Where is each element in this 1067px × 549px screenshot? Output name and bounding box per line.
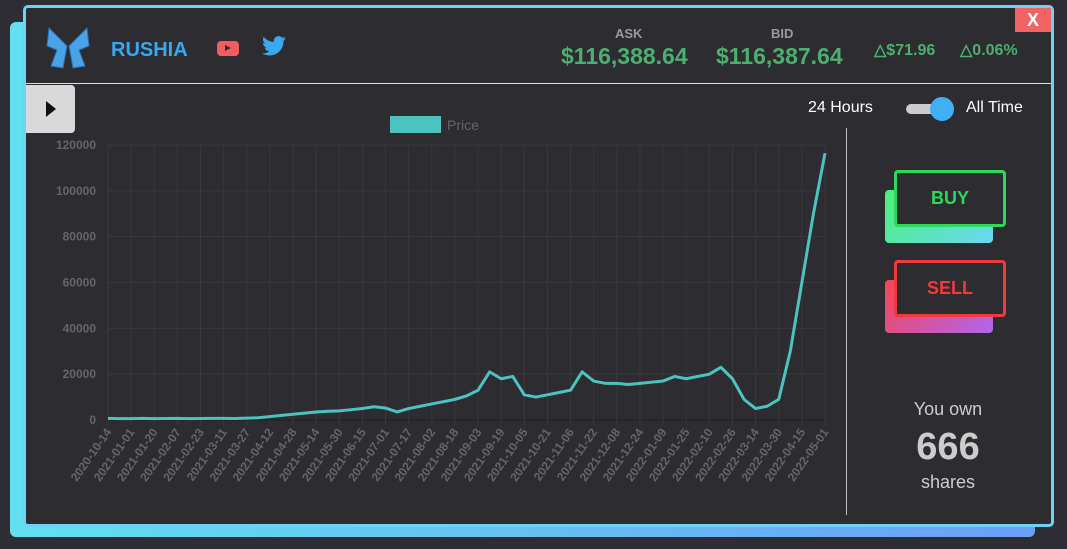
legend-label: Price (447, 117, 479, 133)
youtube-icon[interactable] (217, 41, 239, 56)
close-button[interactable]: X (1015, 8, 1051, 32)
legend-swatch[interactable] (390, 116, 441, 133)
price-chart: 0200004000060000800001000001200002020-10… (56, 138, 832, 484)
butterfly-logo-icon (46, 26, 90, 69)
y-tick-label: 60000 (63, 276, 97, 290)
timeframe-toggle[interactable] (906, 104, 946, 114)
ask-label: ASK (615, 26, 643, 41)
vertical-divider (846, 128, 847, 515)
price-line (107, 152, 827, 421)
shares-label: shares (920, 472, 976, 492)
expand-panel-button[interactable] (26, 85, 75, 133)
price-change: △$71.96 (874, 42, 936, 59)
y-tick-label: 120000 (56, 138, 96, 152)
twitter-icon[interactable] (262, 36, 286, 56)
bid-label: BID (771, 26, 794, 41)
y-tick-label: 20000 (63, 367, 97, 381)
y-tick-label: 80000 (63, 230, 97, 244)
bid-price: $116,387.64 (716, 43, 843, 69)
divider (26, 83, 1051, 84)
stock-window: X RUSHIA ASK $116,388.64 BID $116,387.64… (23, 5, 1054, 527)
toggle-knob[interactable] (930, 97, 954, 121)
ask-price: $116,388.64 (561, 43, 688, 69)
own-label: You own (913, 399, 983, 419)
y-tick-label: 100000 (56, 184, 96, 198)
y-tick-label: 40000 (63, 321, 97, 335)
y-tick-label: 0 (89, 413, 96, 427)
shares-count: 666 (916, 426, 980, 468)
percent-change: △0.06% (960, 42, 1018, 59)
toggle-24-hours[interactable]: 24 Hours (808, 99, 873, 116)
sell-button[interactable]: SELL (894, 260, 1006, 317)
toggle-all-time[interactable]: All Time (966, 99, 1023, 116)
stock-name: RUSHIA (111, 39, 188, 61)
buy-button[interactable]: BUY (894, 170, 1006, 227)
